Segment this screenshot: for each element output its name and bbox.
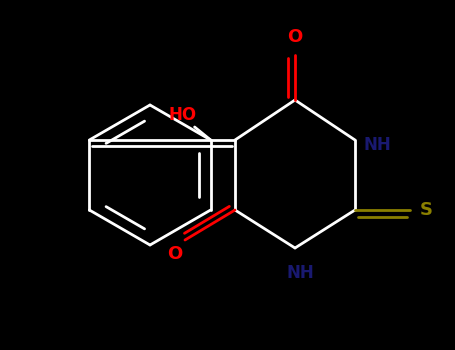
Text: NH: NH — [286, 264, 314, 282]
Text: S: S — [420, 201, 433, 219]
Text: NH: NH — [363, 136, 391, 154]
Text: O: O — [288, 28, 303, 46]
Text: HO: HO — [168, 106, 197, 124]
Text: O: O — [167, 245, 182, 263]
